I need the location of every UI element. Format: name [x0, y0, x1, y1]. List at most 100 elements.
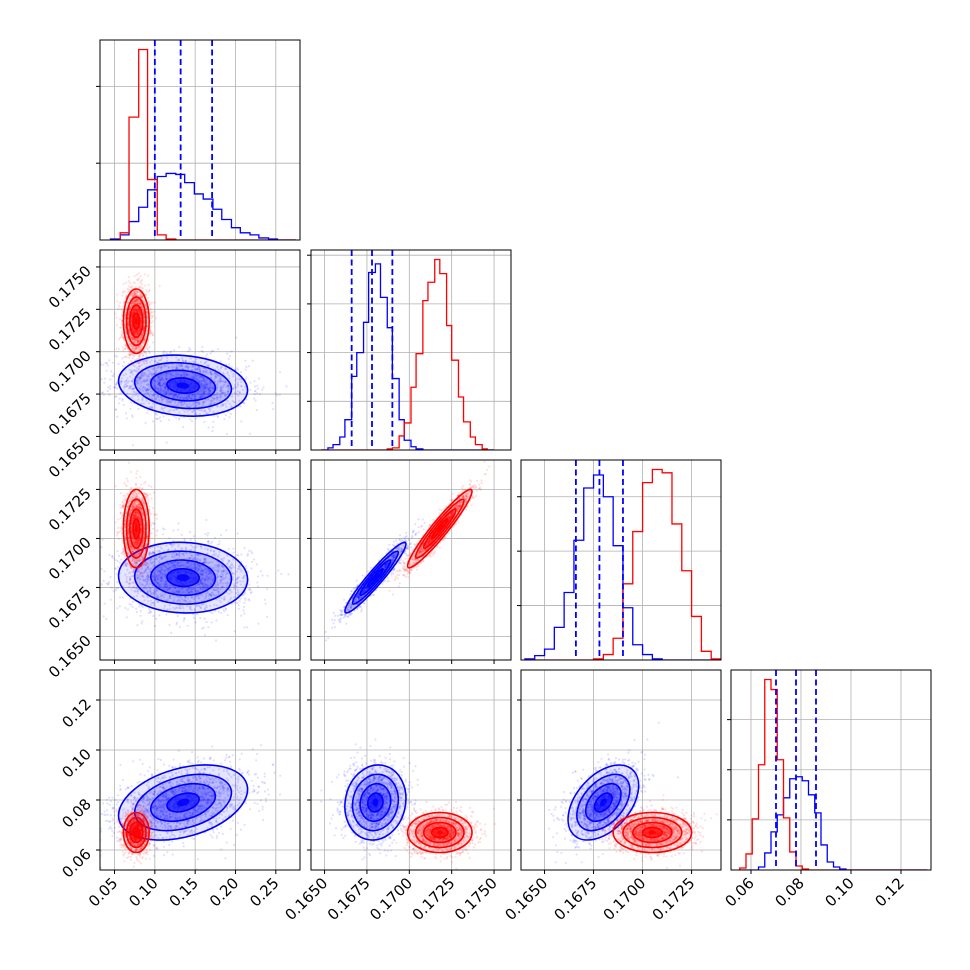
y-tick-label: 0.1650: [45, 432, 95, 482]
scatter-panel-2-0: [96, 459, 301, 664]
contour-line: [366, 568, 384, 588]
histogram-red-2: [524, 468, 721, 660]
panel-frame: [310, 249, 512, 451]
x-tick-label: 0.1675: [551, 874, 601, 924]
contour-line: [414, 498, 465, 559]
contour-line: [351, 550, 400, 605]
panel-frame: [99, 249, 301, 451]
x-tick-label: 0.10: [125, 874, 161, 910]
y-tick-label: 0.12: [58, 695, 94, 731]
contour-line: [133, 773, 233, 832]
x-tick-label: 0.1650: [502, 874, 552, 924]
contour-line: [133, 550, 233, 605]
contour-line: [166, 568, 200, 588]
contour-line: [344, 764, 407, 841]
contour-line: [122, 811, 150, 854]
contour-line: [132, 518, 141, 540]
scatter-panel-3-2: [517, 669, 722, 874]
contour-line: [359, 782, 392, 823]
contour-line: [631, 821, 673, 844]
y-tick-label: 0.1650: [45, 632, 95, 682]
contour-line: [117, 354, 249, 417]
x-tick-label: 0.20: [206, 874, 242, 910]
panel-frame: [310, 669, 512, 871]
y-tick-label: 0.1750: [45, 262, 95, 312]
histogram-red-3: [739, 678, 928, 870]
histogram-panel-3: [727, 669, 932, 874]
contour-line: [117, 764, 249, 841]
contour-line: [584, 782, 622, 823]
density-shade: [599, 798, 607, 807]
density-shade: [372, 574, 379, 582]
contour-line: [122, 288, 150, 355]
x-tick-label: 0.1700: [600, 874, 650, 924]
y-tick-label: 0.06: [58, 845, 94, 881]
x-tick-label: 0.15: [166, 874, 202, 910]
contour-line: [133, 361, 233, 410]
scatter-panel-3-1: [307, 669, 512, 874]
x-tick-label: 0.06: [721, 874, 757, 910]
contour-line: [129, 821, 144, 844]
y-tick-label: 0.1725: [45, 304, 95, 354]
density-shade: [134, 524, 138, 533]
contour-line: [117, 541, 249, 614]
contour-line: [406, 811, 473, 854]
density-shade: [648, 830, 657, 835]
contour-line: [129, 304, 144, 339]
density-shade: [436, 830, 444, 835]
y-tick-label: 0.08: [58, 795, 94, 831]
contour-line: [150, 782, 217, 823]
contour-line: [366, 792, 384, 813]
y-tick-label: 0.1675: [45, 389, 95, 439]
contour-line: [422, 508, 457, 550]
histogram-panel-2: [517, 459, 722, 661]
panel-frame: [520, 459, 722, 661]
histogram-blue-0: [109, 172, 296, 240]
density-shade: [134, 830, 138, 835]
contour-line: [641, 826, 663, 839]
contour-line: [612, 811, 693, 854]
panel-frame: [730, 669, 932, 871]
contour-line: [122, 488, 150, 569]
contour-line: [430, 518, 449, 540]
contour-line: [150, 369, 217, 402]
contour-line: [406, 488, 473, 569]
density-shade: [135, 317, 138, 325]
y-tick-label: 0.1700: [45, 534, 95, 584]
scatter-panel-3-0: [96, 669, 301, 874]
panel-frame: [520, 669, 722, 871]
scatter-panel-1-0: [96, 249, 301, 454]
histogram-blue-3: [739, 776, 928, 870]
density-shade: [176, 798, 190, 807]
contour-line: [359, 559, 392, 597]
contour-line: [414, 816, 465, 849]
contour-line: [430, 826, 449, 839]
contour-line: [132, 312, 141, 331]
density-shade: [176, 382, 190, 389]
panel-frame: [99, 39, 301, 241]
contour-line: [125, 816, 147, 849]
contour-line: [567, 764, 640, 841]
contour-line: [132, 826, 141, 839]
x-tick-label: 0.1750: [451, 874, 501, 924]
x-tick-label: 0.05: [85, 874, 121, 910]
x-tick-label: 0.12: [871, 874, 907, 910]
contour-line: [129, 508, 144, 550]
density-shade: [176, 574, 190, 582]
x-tick-label: 0.10: [821, 874, 857, 910]
contour-line: [125, 498, 147, 559]
contour-line: [422, 821, 457, 844]
density-shade: [436, 524, 444, 533]
x-tick-label: 0.1725: [409, 874, 459, 924]
x-tick-label: 0.1725: [649, 874, 699, 924]
contour-line: [166, 792, 200, 813]
y-tick-label: 0.1725: [45, 485, 95, 535]
contour-line: [351, 773, 400, 832]
x-tick-label: 0.1700: [366, 874, 416, 924]
contour-line: [344, 541, 407, 614]
panel-frame: [310, 459, 512, 661]
histogram-panel-1: [307, 249, 512, 451]
x-tick-label: 0.25: [246, 874, 282, 910]
contour-line: [593, 792, 613, 813]
